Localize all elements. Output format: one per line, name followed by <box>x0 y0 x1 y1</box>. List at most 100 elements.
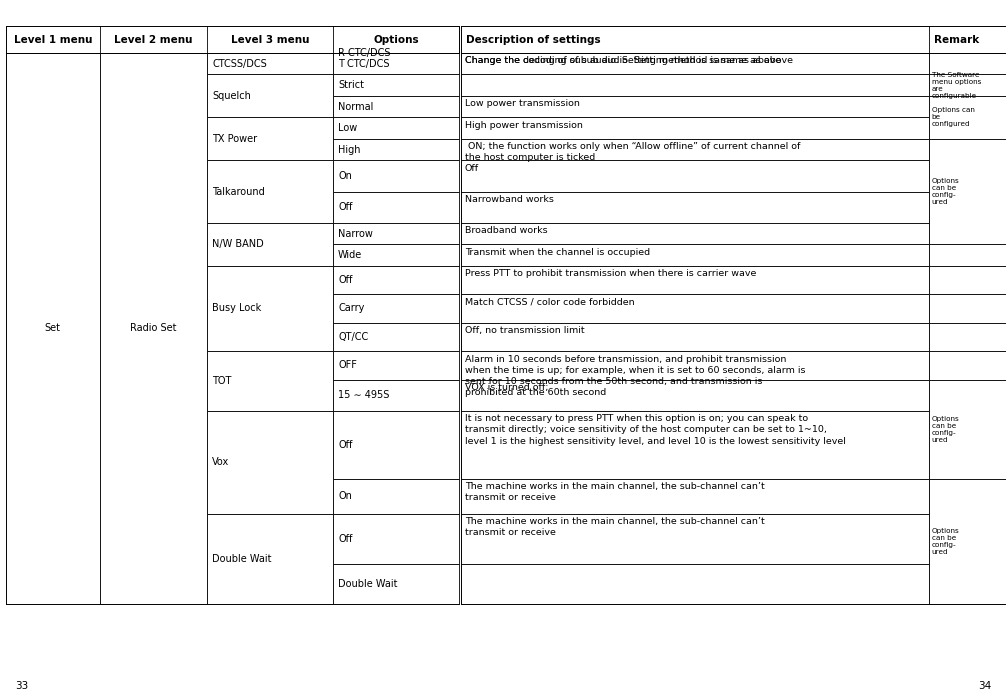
Text: OFF: OFF <box>338 360 357 371</box>
Text: Options
can be
config-
ured: Options can be config- ured <box>932 528 960 555</box>
Bar <box>333 223 459 244</box>
Bar <box>929 266 1006 294</box>
Bar <box>333 160 459 192</box>
Bar <box>333 139 459 160</box>
Text: Alarm in 10 seconds before transmission, and prohibit transmission
when the time: Alarm in 10 seconds before transmission,… <box>465 355 805 397</box>
Text: The Software
menu options
are
configurable: The Software menu options are configurab… <box>932 71 981 99</box>
Bar <box>929 479 1006 604</box>
Bar <box>333 564 459 604</box>
Bar <box>333 53 459 74</box>
Bar <box>207 351 333 411</box>
Bar <box>461 223 929 244</box>
Bar <box>100 53 207 604</box>
Text: Options: Options <box>373 35 418 44</box>
Text: ON; the function works only when “Allow offline” of current channel of
the host : ON; the function works only when “Allow … <box>465 142 800 162</box>
Text: Squelch: Squelch <box>212 91 252 101</box>
Text: Broadband works: Broadband works <box>465 226 547 235</box>
Text: The machine works in the main channel, the sub-channel can’t
transmit or receive: The machine works in the main channel, t… <box>465 482 765 502</box>
Text: Low: Low <box>338 123 357 133</box>
Text: TOT: TOT <box>212 376 231 386</box>
Text: On: On <box>338 491 352 501</box>
Bar <box>333 192 459 223</box>
Bar <box>929 139 1006 244</box>
Bar <box>461 53 929 74</box>
Text: Narrowband works: Narrowband works <box>465 195 553 204</box>
Text: Busy Lock: Busy Lock <box>212 303 262 314</box>
Bar <box>333 117 459 139</box>
Text: Match CTCSS / color code forbidden: Match CTCSS / color code forbidden <box>465 298 635 307</box>
Bar <box>929 351 1006 380</box>
Bar <box>333 294 459 323</box>
Text: Level 3 menu: Level 3 menu <box>230 35 310 44</box>
Text: Options can
be
configured: Options can be configured <box>932 108 975 127</box>
Text: Options
can be
config-
ured: Options can be config- ured <box>932 416 960 443</box>
Bar <box>207 53 333 74</box>
Bar <box>929 244 1006 266</box>
Text: Off: Off <box>338 202 352 212</box>
Bar <box>929 294 1006 323</box>
Bar <box>461 514 929 564</box>
Bar <box>207 223 333 266</box>
Text: TX Power: TX Power <box>212 134 258 144</box>
Bar <box>207 266 333 351</box>
Text: Off: Off <box>465 164 479 173</box>
Bar <box>207 117 333 160</box>
Text: Narrow: Narrow <box>338 228 373 239</box>
Bar <box>333 74 459 96</box>
Text: Remark: Remark <box>934 35 979 44</box>
Bar <box>6 26 459 53</box>
Bar <box>461 479 929 514</box>
Bar <box>461 351 929 380</box>
Text: T CTC/DCS: T CTC/DCS <box>338 58 389 69</box>
Text: Change the decoding of sub audio. Setting method is same as above: Change the decoding of sub audio. Settin… <box>465 56 793 65</box>
Bar <box>929 96 1006 139</box>
Bar <box>461 117 929 139</box>
Text: Wide: Wide <box>338 250 362 260</box>
Text: 15 ∼ 495S: 15 ∼ 495S <box>338 390 389 400</box>
Bar <box>461 139 929 160</box>
Text: Description of settings: Description of settings <box>466 35 601 44</box>
Text: Off: Off <box>338 440 352 450</box>
Text: Change the coding of sub audio. Setting method is same as above: Change the coding of sub audio. Setting … <box>465 56 781 65</box>
Text: Options
can be
config-
ured: Options can be config- ured <box>932 178 960 205</box>
Bar <box>333 351 459 380</box>
Bar <box>461 380 929 411</box>
Text: Carry: Carry <box>338 303 364 314</box>
Bar <box>207 160 333 223</box>
Bar <box>461 266 929 294</box>
Text: It is not necessary to press PTT when this option is on; you can speak to
transm: It is not necessary to press PTT when th… <box>465 414 846 446</box>
Bar <box>929 53 1006 74</box>
Text: N/W BAND: N/W BAND <box>212 239 264 249</box>
Text: Set: Set <box>45 323 60 333</box>
Bar <box>461 244 929 266</box>
Bar <box>333 479 459 514</box>
Bar <box>461 294 929 323</box>
Text: Double Wait: Double Wait <box>212 554 272 564</box>
Text: Vox: Vox <box>212 457 229 467</box>
Text: Radio Set: Radio Set <box>130 323 177 333</box>
Text: Off: Off <box>338 534 352 543</box>
Text: Double Wait: Double Wait <box>338 579 397 589</box>
Bar <box>333 514 459 564</box>
Bar <box>461 160 929 192</box>
Text: Off, no transmission limit: Off, no transmission limit <box>465 326 584 335</box>
Text: The machine works in the main channel, the sub-channel can’t
transmit or receive: The machine works in the main channel, t… <box>465 517 765 537</box>
Text: VOX is turned off;: VOX is turned off; <box>465 383 548 392</box>
Text: Low power transmission: Low power transmission <box>465 99 579 108</box>
Text: High power transmission: High power transmission <box>465 121 582 130</box>
Bar <box>929 380 1006 479</box>
Text: High: High <box>338 144 360 155</box>
Bar <box>461 96 929 117</box>
Bar <box>333 411 459 479</box>
Text: 34: 34 <box>978 681 991 691</box>
Text: Off: Off <box>338 275 352 285</box>
Bar <box>929 74 1006 96</box>
Bar <box>461 411 929 479</box>
Text: On: On <box>338 171 352 181</box>
Text: Normal: Normal <box>338 101 373 112</box>
Bar <box>333 266 459 294</box>
Bar <box>461 26 1006 53</box>
Bar <box>333 244 459 266</box>
Text: Talkaround: Talkaround <box>212 187 265 196</box>
Bar <box>461 74 929 96</box>
